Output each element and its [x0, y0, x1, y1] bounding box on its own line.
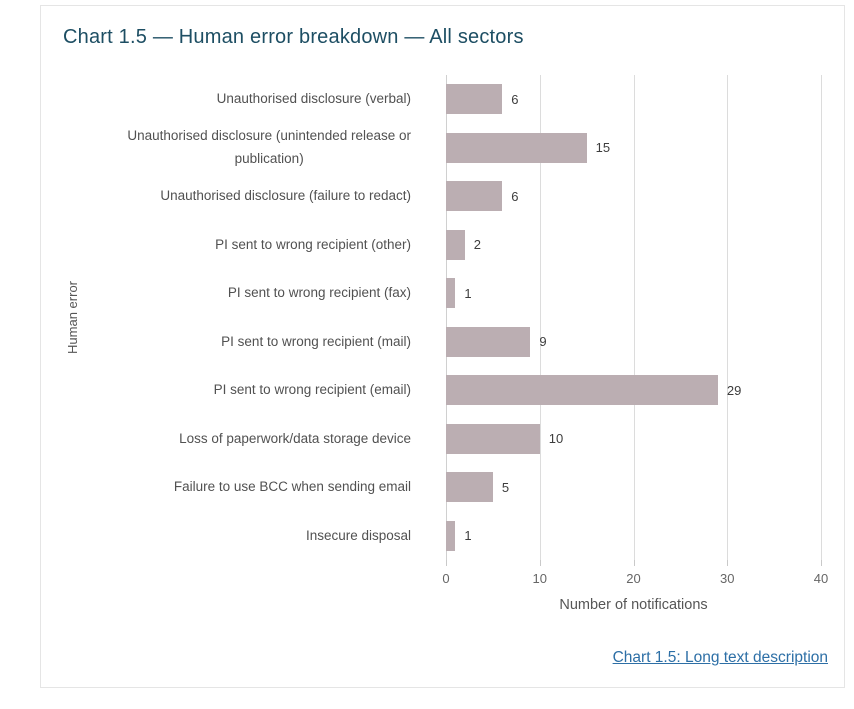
footer: Chart 1.5: Long text description: [613, 649, 828, 667]
long-text-description-link[interactable]: Chart 1.5: Long text description: [612, 649, 828, 666]
bar: [446, 375, 718, 406]
gridline: [821, 75, 822, 560]
bar-value-label: 1: [464, 528, 472, 544]
bar: [446, 326, 531, 357]
bar-value-label: 2: [473, 237, 481, 253]
bar-value-label: 5: [501, 479, 510, 495]
bar-value-label: 9: [539, 334, 547, 350]
category-cell: Unauthorised disclosure (verbal): [81, 75, 411, 124]
x-axis-title: Number of notifications: [559, 597, 708, 613]
bar: [446, 423, 540, 454]
x-axis-ticks: [446, 560, 822, 567]
bar-row: 1: [446, 512, 821, 561]
chart-title: Chart 1.5 — Human error breakdown — All …: [63, 26, 524, 48]
category-cell: PI sent to wrong recipient (fax): [81, 269, 411, 318]
y-axis-title-column: Human error: [64, 75, 81, 560]
bar-row: 15: [446, 124, 821, 173]
x-tick: [633, 560, 635, 566]
bar-row: 6: [446, 75, 821, 124]
x-tick-label: 30: [720, 571, 735, 586]
bar-value-label: 1: [464, 285, 472, 301]
x-tick: [821, 560, 822, 566]
category-cell: PI sent to wrong recipient (mail): [81, 318, 411, 367]
category-label: Insecure disposal: [305, 527, 411, 543]
chart-area: Human error Unauthorised disclosure (ver…: [64, 75, 828, 613]
y-axis-title: Human error: [65, 281, 80, 354]
bar-value-label: 6: [511, 91, 519, 107]
category-label: Unauthorised disclosure (unintended rele…: [127, 128, 411, 166]
x-tick-label: 40: [813, 571, 829, 586]
bar-row: 29: [446, 366, 821, 415]
x-tick-label: 10: [532, 571, 547, 586]
category-label: Failure to use BCC when sending email: [173, 479, 411, 495]
gridline: [539, 75, 541, 560]
plot-area: 6 15 6 2 1 9 29 10 5 1: [446, 75, 822, 560]
category-labels-column: Unauthorised disclosure (verbal) Unauthor…: [81, 75, 411, 560]
axis-line: [446, 75, 447, 560]
category-label: PI sent to wrong recipient (mail): [221, 333, 411, 349]
category-label: Unauthorised disclosure (verbal): [216, 91, 411, 107]
category-cell: Failure to use BCC when sending email: [81, 463, 411, 512]
category-cell: Loss of paperwork/data storage device: [81, 415, 411, 464]
bar-value-label: 10: [548, 431, 564, 447]
bar: [446, 84, 503, 115]
bar-row: 6: [446, 172, 821, 221]
category-label: Loss of paperwork/data storage device: [179, 430, 411, 446]
gridline: [727, 75, 729, 560]
plot-column: 6 15 6 2 1 9 29 10 5 1 0 10 20 30 40 Number of notifi…: [442, 75, 828, 613]
bar-value-label: 6: [511, 188, 519, 204]
bar: [446, 132, 587, 163]
x-tick: [727, 560, 729, 566]
bar-row: 9: [446, 318, 821, 367]
category-label: PI sent to wrong recipient (other): [215, 236, 411, 252]
category-cell: PI sent to wrong recipient (email): [81, 366, 411, 415]
bar: [446, 229, 465, 260]
category-cell: Unauthorised disclosure (failure to reda…: [81, 172, 411, 221]
category-cell: PI sent to wrong recipient (other): [81, 221, 411, 270]
bar-value-label: 29: [726, 382, 742, 398]
x-tick: [539, 560, 541, 566]
category-cell: Insecure disposal: [81, 512, 411, 561]
bar-row: 10: [446, 415, 821, 464]
bar-row: 1: [446, 269, 821, 318]
category-label: PI sent to wrong recipient (fax): [227, 285, 411, 301]
x-tick: [446, 560, 447, 566]
x-axis-tick-labels: 0 10 20 30 40: [442, 571, 828, 588]
x-tick-label: 0: [442, 571, 450, 586]
bar: [446, 472, 493, 503]
category-label: PI sent to wrong recipient (email): [213, 382, 411, 398]
chart-panel: Chart 1.5 — Human error breakdown — All …: [40, 5, 845, 688]
category-label: Unauthorised disclosure (failure to reda…: [160, 188, 411, 204]
bar-row: 2: [446, 221, 821, 270]
bar: [446, 181, 503, 212]
bar: [446, 278, 456, 309]
bar-value-label: 15: [595, 140, 611, 156]
gridline: [633, 75, 635, 560]
category-cell: Unauthorised disclosure (unintended rele…: [81, 124, 411, 173]
bar-rows: 6 15 6 2 1 9 29 10 5 1: [446, 75, 821, 560]
x-tick-label: 20: [626, 571, 641, 586]
bar: [446, 520, 456, 551]
bar-row: 5: [446, 463, 821, 512]
